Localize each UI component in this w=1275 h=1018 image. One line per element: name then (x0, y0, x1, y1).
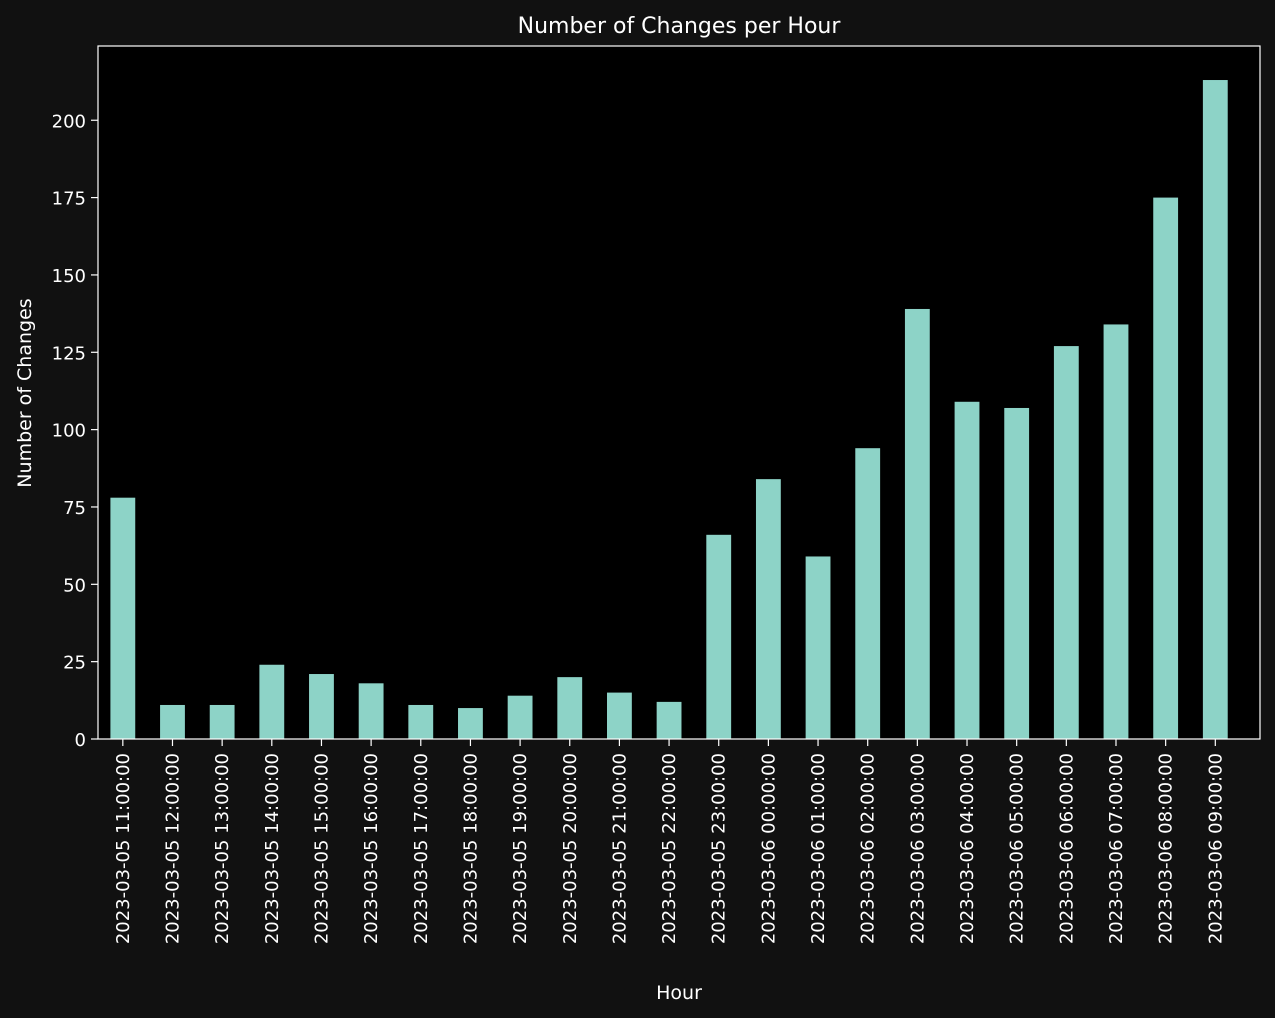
y-axis: 0 25 50 75 100 125 150 175 200 (52, 111, 98, 751)
bar-2 (209, 704, 235, 739)
bar-17 (954, 401, 980, 739)
bar-20 (1103, 324, 1129, 739)
x-tick-label-2: 2023-03-05 13:00:00 (212, 753, 233, 944)
plot-frame (97, 45, 1261, 740)
bar-16 (904, 308, 930, 739)
bar-5 (358, 683, 384, 739)
x-tick-label-11: 2023-03-05 22:00:00 (659, 753, 680, 944)
y-tick-label-3: 75 (63, 498, 86, 519)
x-tick-label-16: 2023-03-06 03:00:00 (907, 753, 928, 944)
bar-13 (755, 479, 781, 740)
x-tick-label-19: 2023-03-06 06:00:00 (1056, 753, 1077, 944)
chart-title: Number of Changes per Hour (518, 14, 842, 39)
bar-8 (507, 695, 533, 739)
bars-group (110, 80, 1228, 740)
x-tick-label-5: 2023-03-05 16:00:00 (361, 753, 382, 944)
y-tick-label-4: 100 (52, 421, 86, 442)
bar-18 (1004, 407, 1030, 739)
x-tick-label-17: 2023-03-06 04:00:00 (957, 753, 978, 944)
bar-14 (805, 556, 831, 739)
bar-15 (855, 448, 881, 739)
y-tick-label-5: 125 (52, 343, 86, 364)
x-tick-label-0: 2023-03-05 11:00:00 (113, 753, 134, 944)
x-tick-label-7: 2023-03-05 18:00:00 (460, 753, 481, 944)
plot-area (98, 46, 1260, 739)
bar-7 (458, 708, 483, 739)
bar-21 (1153, 197, 1179, 740)
x-tick-label-14: 2023-03-06 01:00:00 (808, 753, 829, 944)
y-tick-label-7: 175 (52, 189, 86, 210)
x-axis: 2023-03-05 11:00:00 2023-03-05 12:00:00 20… (113, 739, 1226, 944)
x-axis-label: Hour (656, 982, 702, 1004)
bar-9 (557, 677, 583, 740)
x-tick-label-18: 2023-03-06 05:00:00 (1007, 753, 1028, 944)
x-tick-label-3: 2023-03-05 14:00:00 (262, 753, 283, 944)
bar-3 (259, 664, 285, 739)
x-tick-label-12: 2023-03-05 23:00:00 (709, 753, 730, 944)
x-tick-label-1: 2023-03-05 12:00:00 (162, 753, 183, 944)
y-axis-label: Number of Changes (14, 298, 36, 487)
bar-12 (706, 534, 732, 739)
x-tick-label-22: 2023-03-06 09:00:00 (1205, 753, 1226, 944)
x-tick-label-4: 2023-03-05 15:00:00 (311, 753, 332, 944)
x-tick-label-20: 2023-03-06 07:00:00 (1106, 753, 1127, 944)
bar-10 (607, 692, 632, 739)
bar-4 (309, 674, 334, 739)
y-tick-label-8: 200 (52, 111, 86, 132)
y-tick-label-0: 0 (75, 730, 86, 751)
x-tick-label-9: 2023-03-05 20:00:00 (560, 753, 581, 944)
bar-11 (656, 701, 682, 740)
x-tick-label-21: 2023-03-06 08:00:00 (1156, 753, 1177, 944)
bar-22 (1202, 80, 1228, 739)
y-tick-label-6: 150 (52, 266, 86, 287)
x-tick-label-15: 2023-03-06 02:00:00 (858, 753, 879, 944)
x-tick-label-8: 2023-03-05 19:00:00 (510, 753, 531, 944)
bar-6 (408, 704, 434, 739)
x-tick-label-10: 2023-03-05 21:00:00 (609, 753, 630, 944)
x-tick-label-6: 2023-03-05 17:00:00 (411, 753, 432, 944)
bar-19 (1053, 346, 1079, 739)
y-tick-label-2: 50 (63, 575, 86, 596)
y-tick-label-1: 25 (63, 653, 86, 674)
x-tick-label-13: 2023-03-06 00:00:00 (758, 753, 779, 944)
bar-0 (110, 497, 136, 739)
bar-1 (160, 704, 185, 739)
